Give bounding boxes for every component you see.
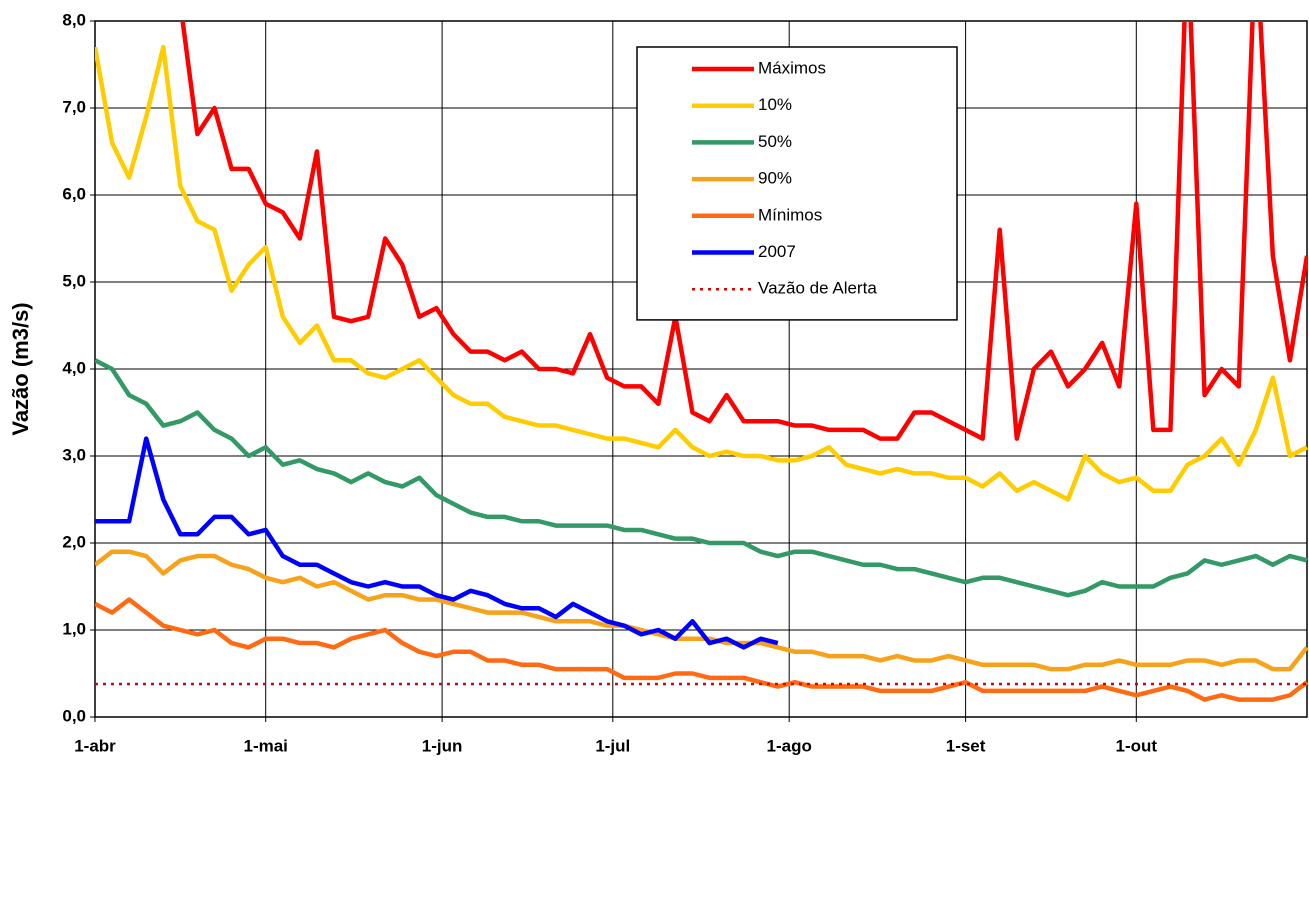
y-tick-label: 8,0 bbox=[62, 10, 86, 29]
legend-label: Mínimos bbox=[758, 205, 822, 224]
x-tick-label: 1-out bbox=[1116, 736, 1158, 755]
x-tick-label: 1-set bbox=[946, 736, 986, 755]
x-tick-label: 1-abr bbox=[74, 736, 116, 755]
legend-label: 50% bbox=[758, 132, 792, 151]
series-line bbox=[95, 436, 779, 650]
legend-label: Máximos bbox=[758, 58, 826, 77]
y-axis-label: Vazão (m3/s) bbox=[8, 302, 33, 435]
y-tick-label: 4,0 bbox=[62, 358, 86, 377]
x-tick-label: 1-ago bbox=[767, 736, 812, 755]
y-tick-label: 7,0 bbox=[62, 97, 86, 116]
y-tick-label: 1,0 bbox=[62, 619, 86, 638]
x-tick-label: 1-jun bbox=[422, 736, 463, 755]
y-tick-label: 6,0 bbox=[62, 184, 86, 203]
y-tick-label: 3,0 bbox=[62, 445, 86, 464]
plot-border bbox=[94, 20, 1308, 718]
plot-area bbox=[95, 21, 1308, 702]
series-line bbox=[95, 358, 1308, 598]
y-tick-label: 5,0 bbox=[62, 271, 86, 290]
series-line bbox=[95, 597, 1308, 702]
legend-label: 2007 bbox=[758, 242, 796, 261]
legend-label: 10% bbox=[758, 95, 792, 114]
legend: Máximos 10% 50% 90% Mínimos 2007 Vazão de Aler… bbox=[636, 46, 958, 321]
y-tick-label: 0,0 bbox=[62, 706, 86, 725]
legend-box bbox=[636, 46, 958, 321]
legend-label: 90% bbox=[758, 169, 792, 188]
x-tick-label: 1-mai bbox=[243, 736, 287, 755]
series-line bbox=[180, 21, 1308, 441]
y-tick-label: 2,0 bbox=[62, 532, 86, 551]
series-line bbox=[95, 549, 1308, 672]
legend-label: Vazão de Alerta bbox=[758, 279, 877, 298]
series-line bbox=[95, 44, 1308, 502]
x-tick-label: 1-jul bbox=[595, 736, 630, 755]
